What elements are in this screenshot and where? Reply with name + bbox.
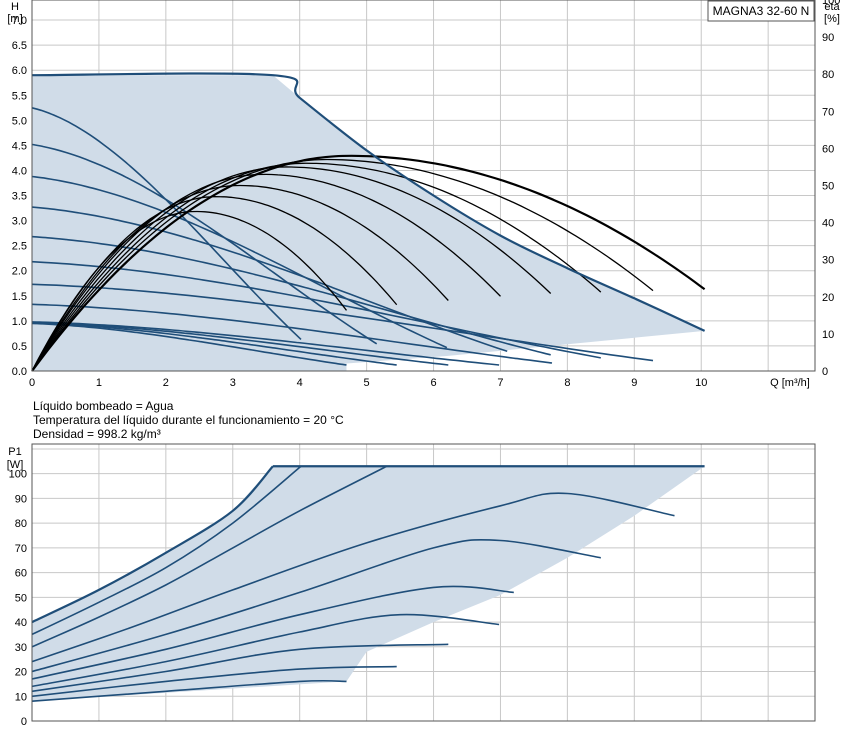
y-tick-label: 2.0 — [12, 266, 27, 278]
y-tick-label: 0 — [21, 716, 27, 728]
y-tick-label: 7.0 — [12, 15, 27, 27]
x-tick-label: 0 — [29, 377, 35, 389]
y-tick-label: 5.5 — [12, 90, 27, 102]
power-curve — [31, 585, 514, 680]
y-tick-label: 1.0 — [12, 316, 27, 328]
y-tick-label: 3.5 — [12, 191, 27, 203]
head-curve — [31, 143, 378, 345]
y-tick-label: 3.0 — [12, 216, 27, 228]
y2-tick-label: 0 — [822, 366, 828, 378]
head-curve — [31, 322, 347, 366]
efficiency-curve — [31, 158, 654, 372]
y-axis-title-p1: P1 — [8, 446, 21, 458]
y-tick-label: 6.0 — [12, 65, 27, 77]
head-curve — [31, 175, 448, 349]
head-chart: 0 1 2 3 4 5 6 7 8 9 10 0.0 0.5 1.0 1.5 2.0 2.5 3.0 3.5 4.0… — [7, 0, 841, 389]
y-tick-label: 100 — [9, 469, 27, 481]
y2-tick-label: 60 — [822, 143, 834, 155]
power-chart: 0 10 20 30 40 50 60 70 80 90 100 P1 [W] — [7, 443, 816, 728]
efficiency-curve — [31, 210, 348, 372]
y-tick-label: 0.0 — [12, 366, 27, 378]
head-curve — [31, 283, 654, 362]
x-tick-label: 2 — [163, 377, 169, 389]
x-tick-label: 9 — [631, 377, 637, 389]
y2-tick-label: 50 — [822, 181, 834, 193]
y-axis-unit-m: [m] — [7, 13, 22, 25]
y-tick-label: 0.5 — [12, 341, 27, 353]
power-curve — [31, 465, 302, 636]
info-line-temperature: Temperatura del líquido durante el funci… — [33, 413, 344, 427]
y2-tick-label: 100 — [822, 0, 840, 7]
y-axis-unit-w: [W] — [7, 459, 24, 471]
x-tick-label: 8 — [564, 377, 570, 389]
efficiency-curve — [31, 154, 706, 372]
power-curve — [31, 465, 274, 624]
y2-tick-label: 70 — [822, 106, 834, 118]
power-curve — [31, 679, 347, 702]
y-tick-label: 50 — [15, 592, 27, 604]
power-curve — [31, 665, 397, 698]
head-curve — [31, 321, 449, 366]
power-curve — [31, 492, 675, 663]
x-axis-title-q: Q [m³/h] — [770, 377, 810, 389]
model-label-box — [707, 0, 815, 22]
head-curve — [31, 322, 397, 366]
max-head-curve — [31, 72, 706, 332]
x-tick-label: 10 — [695, 377, 707, 389]
y-tick-label: 20 — [15, 667, 27, 679]
power-curve — [31, 613, 500, 688]
y-tick-label: 4.5 — [12, 140, 27, 152]
y2-tick-label: 90 — [822, 32, 834, 44]
x-tick-label: 4 — [297, 377, 303, 389]
y2-tick-label: 20 — [822, 292, 834, 304]
info-line-density: Densidad = 998.2 kg/m³ — [33, 427, 161, 441]
y-tick-label: 70 — [15, 543, 27, 555]
x-tick-label: 6 — [430, 377, 436, 389]
x-tick-label: 5 — [364, 377, 370, 389]
y2-tick-label: 10 — [822, 329, 834, 341]
y-tick-label: 4.0 — [12, 165, 27, 177]
y2-axis-title-eta: eta — [824, 1, 840, 13]
x-tick-label: 3 — [230, 377, 236, 389]
info-line-fluid: Líquido bombeado = Agua — [33, 399, 174, 413]
power-curve — [31, 643, 449, 693]
power-envelope-area — [32, 466, 705, 702]
y-tick-label: 5.0 — [12, 115, 27, 127]
y-tick-label: 30 — [15, 642, 27, 654]
head-curve — [31, 321, 500, 366]
y-tick-label: 2.5 — [12, 241, 27, 253]
power-curve — [31, 538, 601, 673]
y2-tick-label: 30 — [822, 255, 834, 267]
efficiency-curve — [31, 184, 449, 372]
y-tick-label: 90 — [15, 493, 27, 505]
y-tick-label: 10 — [15, 691, 27, 703]
x-tick-label: 1 — [96, 377, 102, 389]
efficiency-curve — [31, 162, 602, 372]
y2-axis-unit-percent: [%] — [824, 13, 840, 25]
model-label: MAGNA3 32-60 N — [713, 4, 810, 18]
y-tick-label: 1.5 — [12, 291, 27, 303]
y-axis-title-h: H — [11, 1, 19, 13]
head-curve — [31, 303, 553, 364]
efficiency-curve — [31, 173, 501, 372]
y2-tick-label: 80 — [822, 69, 834, 81]
efficiency-curve — [31, 166, 552, 372]
y-tick-label: 6.5 — [12, 40, 27, 52]
y-tick-label: 80 — [15, 518, 27, 530]
y-tick-label: 40 — [15, 617, 27, 629]
y2-tick-label: 40 — [822, 218, 834, 230]
x-tick-label: 7 — [497, 377, 503, 389]
y-tick-label: 60 — [15, 568, 27, 580]
power-curve — [31, 465, 388, 648]
